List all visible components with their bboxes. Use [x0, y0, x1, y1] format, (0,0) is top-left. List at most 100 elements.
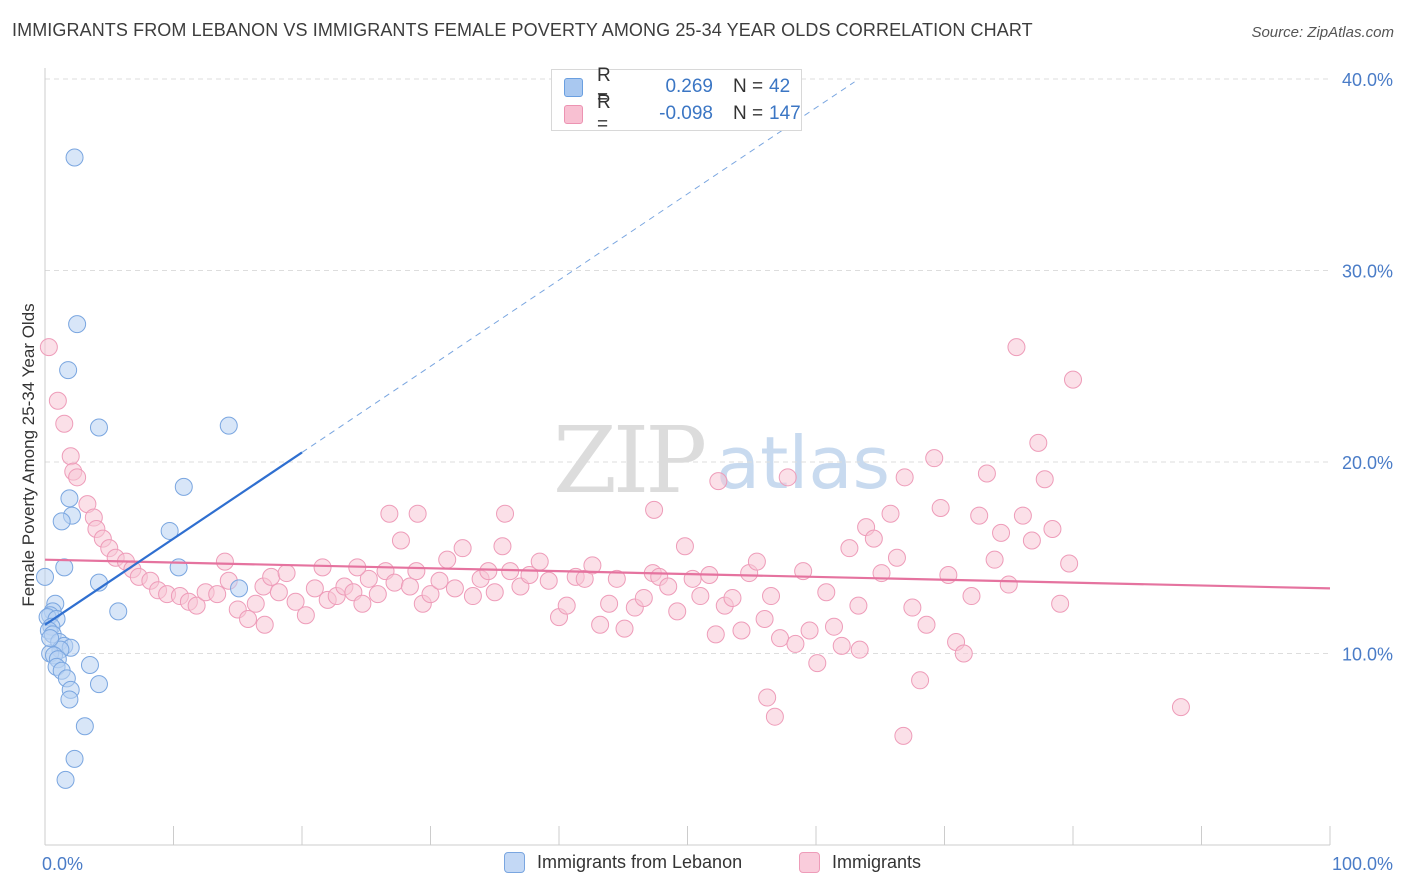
n-value: 42 — [769, 76, 791, 97]
immigrants-point — [794, 562, 813, 581]
immigrants-point — [1171, 698, 1190, 717]
immigrants-point — [277, 564, 296, 583]
lebanon-point — [219, 416, 238, 435]
x-tick-label: 0.0% — [42, 854, 83, 874]
legend-swatch-immigrants — [564, 104, 583, 124]
immigrants-point — [445, 579, 464, 598]
n-value: 147 — [769, 103, 801, 124]
immigrants-point — [723, 588, 742, 607]
lebanon-point — [60, 690, 79, 709]
lebanon-point — [65, 749, 84, 768]
r-value: -0.098 — [659, 103, 713, 124]
x-tick-label: 100.0% — [1332, 854, 1393, 874]
immigrants-point — [895, 468, 914, 487]
immigrants-point — [840, 539, 859, 558]
immigrants-point — [634, 588, 653, 607]
immigrants-point — [771, 629, 790, 648]
immigrants-point — [999, 575, 1018, 594]
immigrants-point — [992, 523, 1011, 542]
immigrants-point — [709, 472, 728, 491]
immigrants-point — [408, 504, 427, 523]
lebanon-point — [160, 521, 179, 540]
immigrants-point — [668, 602, 687, 621]
immigrants-point — [407, 562, 426, 581]
immigrants-point — [691, 587, 710, 606]
immigrants-point — [962, 587, 981, 606]
immigrants-point — [208, 585, 227, 604]
r-label: R = — [597, 65, 611, 108]
y-tick-label: 30.0% — [1342, 262, 1393, 282]
immigrants-point — [368, 585, 387, 604]
immigrants-point — [817, 583, 836, 602]
immigrants-point — [970, 506, 989, 525]
immigrants-point — [575, 569, 594, 588]
y-tick-label: 10.0% — [1342, 645, 1393, 665]
immigrants-point — [758, 688, 777, 707]
immigrants-point — [911, 671, 930, 690]
legend-item-lebanon: Immigrants from Lebanon — [504, 852, 742, 873]
immigrants-point — [296, 606, 315, 625]
immigrants-point — [849, 596, 868, 615]
legend-swatch-lebanon — [504, 852, 525, 873]
immigrants-point — [530, 552, 549, 571]
lebanon-trend-extension — [301, 81, 855, 453]
immigrants-point — [1013, 506, 1032, 525]
immigrants-point — [68, 468, 87, 487]
immigrants-point — [353, 594, 372, 613]
legend-label: Immigrants from Lebanon — [537, 852, 743, 872]
immigrants-point — [255, 615, 274, 634]
immigrants-point — [600, 594, 619, 613]
immigrants-point — [391, 531, 410, 550]
lebanon-point — [80, 655, 99, 674]
lebanon-point — [65, 148, 84, 167]
r-label: R = — [597, 92, 611, 135]
immigrants-point — [463, 587, 482, 606]
lebanon-point — [36, 567, 54, 586]
lebanon-point — [169, 558, 188, 577]
immigrants-point — [925, 449, 944, 468]
immigrants-point — [706, 625, 725, 644]
watermark-atlas: atlas — [716, 421, 890, 505]
immigrants-point — [832, 636, 851, 655]
immigrants-point — [850, 640, 869, 659]
lebanon-point — [230, 579, 249, 598]
immigrants-point — [683, 569, 702, 588]
legend-row-immigrants: R = -0.098 N = 147 — [564, 92, 801, 135]
immigrants-point — [479, 562, 498, 581]
immigrants-point — [55, 414, 74, 433]
immigrants-point — [239, 610, 258, 629]
immigrants-point — [985, 550, 1004, 569]
chart-source: Source: ZipAtlas.com — [1251, 24, 1394, 41]
immigrants-point — [808, 654, 827, 673]
immigrants-point — [215, 552, 234, 571]
immigrants-point — [747, 552, 766, 571]
immigrants-point — [359, 569, 378, 588]
immigrants-point — [313, 558, 332, 577]
immigrants-point — [1043, 520, 1062, 539]
immigrants-point — [755, 610, 774, 629]
immigrants-point — [887, 548, 906, 567]
legend-item-immigrants: Immigrants — [799, 852, 921, 873]
correlation-legend: R = 0.269 N = 42 R = -0.098 N = 147 — [551, 65, 802, 135]
immigrants-point — [1022, 531, 1041, 550]
immigrants-point — [61, 447, 80, 466]
immigrants-trend-line — [44, 558, 1331, 590]
lebanon-point — [75, 717, 94, 736]
lebanon-point — [89, 675, 108, 694]
immigrants-point — [1051, 594, 1070, 613]
r-value: 0.269 — [665, 76, 713, 97]
immigrants-point — [262, 567, 281, 586]
immigrants-point — [645, 500, 664, 519]
immigrants-point — [765, 707, 784, 726]
immigrants-point — [493, 537, 512, 556]
immigrants-point — [824, 617, 843, 636]
lebanon-point — [41, 629, 60, 648]
immigrants-point — [675, 537, 694, 556]
immigrants-point — [659, 577, 678, 596]
immigrants-point — [485, 583, 504, 602]
immigrants-point — [607, 569, 626, 588]
immigrants-point — [453, 539, 472, 558]
immigrants-point — [954, 644, 973, 663]
immigrants-point — [380, 504, 399, 523]
legend-label: Immigrants — [832, 852, 922, 872]
